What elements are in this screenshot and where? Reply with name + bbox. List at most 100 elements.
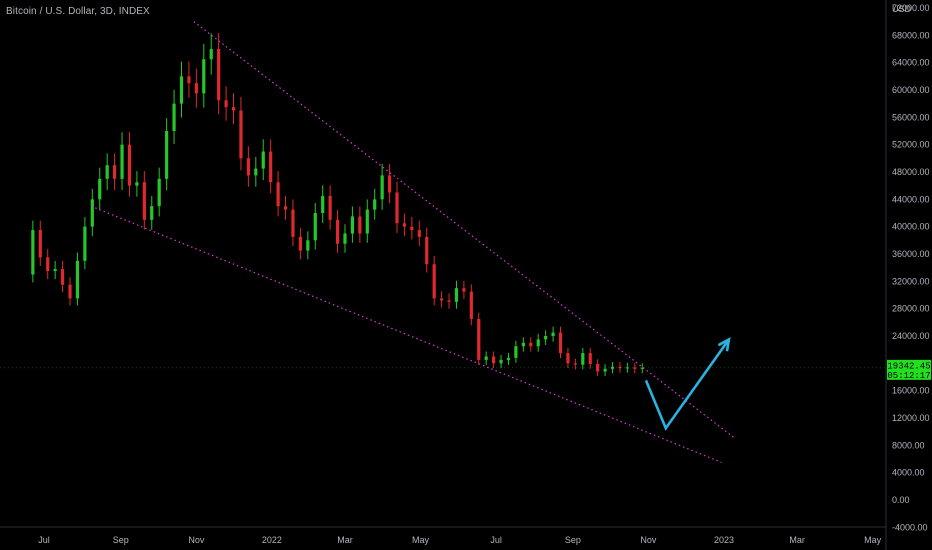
candle-up	[581, 353, 585, 365]
candle-up	[551, 332, 555, 336]
candle-down	[194, 83, 198, 94]
candle-up	[254, 168, 258, 176]
candle-up	[150, 206, 154, 220]
y-tick-label: -4000.00	[892, 522, 928, 532]
y-tick-label: 32000.00	[892, 276, 930, 286]
wedge-trendline[interactable]	[193, 21, 736, 439]
countdown-label: 05:12:17	[887, 371, 930, 381]
candle-up	[90, 199, 94, 227]
y-tick-label: 36000.00	[892, 249, 930, 259]
candle-down	[477, 318, 481, 360]
time-axis[interactable]: Jul Sep Nov 2022 Mar May Jul Sep Nov 2023 Mar May	[38, 535, 881, 545]
candle-up	[98, 178, 102, 200]
y-tick-label: 40000.00	[892, 222, 930, 232]
annotations-group	[90, 21, 736, 463]
candle-up	[75, 260, 80, 299]
x-tick-label: May	[864, 535, 882, 545]
candle-up	[603, 368, 607, 372]
candle-down	[335, 219, 340, 244]
candle-down	[60, 269, 65, 285]
y-tick-label: 68000.00	[892, 30, 930, 40]
candle-down	[492, 356, 496, 364]
candle-up	[120, 144, 124, 179]
candle-down	[68, 284, 72, 299]
y-tick-label: 24000.00	[892, 331, 930, 341]
y-tick-label: 48000.00	[892, 167, 930, 177]
candle-down	[46, 257, 50, 272]
x-tick-label: Nov	[188, 535, 205, 545]
candle-down	[462, 288, 466, 292]
y-tick-label: 8000.00	[892, 440, 925, 450]
y-tick-label: 4000.00	[892, 468, 925, 478]
candle-up	[135, 182, 139, 186]
x-tick-label: Mar	[789, 535, 805, 545]
y-tick-label: 16000.00	[892, 386, 930, 396]
candle-up	[365, 209, 369, 234]
last-price-label: 19342.45	[887, 361, 930, 371]
candle-up	[321, 195, 325, 213]
candle-up	[380, 175, 384, 200]
candle-up	[536, 339, 540, 347]
x-tick-label: Nov	[640, 535, 657, 545]
currency-label: USD	[892, 4, 912, 14]
projection-arrowhead	[717, 336, 731, 352]
candle-down	[246, 158, 250, 176]
x-tick-label: Sep	[565, 535, 581, 545]
y-tick-label: 60000.00	[892, 85, 930, 95]
candle-down	[328, 195, 332, 220]
candle-up	[499, 359, 503, 364]
candle-down	[113, 165, 117, 179]
candle-down	[224, 100, 228, 108]
candle-down	[269, 151, 273, 183]
candle-down	[417, 230, 421, 237]
candle-up	[514, 346, 518, 358]
y-tick-label: 0.00	[892, 495, 910, 505]
projection-path[interactable]	[644, 338, 731, 431]
candle-down	[187, 76, 191, 84]
candle-down	[596, 364, 600, 372]
candle-down	[38, 230, 42, 258]
candle-up	[53, 269, 57, 272]
candle-up	[172, 103, 176, 131]
candle-down	[566, 353, 570, 364]
candle-down	[447, 300, 451, 302]
candle-down	[425, 236, 429, 265]
candle-down	[439, 298, 444, 301]
candle-up	[506, 357, 511, 360]
candle-up	[31, 230, 35, 275]
y-tick-label: 56000.00	[892, 112, 930, 122]
candle-down	[276, 182, 280, 207]
candle-down	[469, 291, 473, 319]
candle-down	[633, 367, 637, 369]
candle-down	[298, 236, 302, 251]
x-tick-label: May	[412, 535, 430, 545]
candle-up	[484, 356, 488, 360]
y-tick-label: 72000.00	[892, 3, 930, 13]
candle-down	[618, 366, 622, 369]
candle-down	[291, 209, 295, 237]
y-tick-label: 52000.00	[892, 140, 930, 150]
candle-down	[529, 342, 533, 347]
candle-up	[202, 59, 206, 94]
x-tick-label: Mar	[337, 535, 353, 545]
candle-down	[432, 264, 436, 299]
x-tick-label: Sep	[113, 535, 129, 545]
candle-down	[395, 192, 399, 224]
candle-up	[640, 367, 644, 369]
candle-down	[387, 175, 392, 193]
candle-down	[283, 206, 288, 210]
candle-down	[358, 216, 362, 234]
candle-down	[558, 332, 563, 354]
y-tick-label: 64000.00	[892, 58, 930, 68]
candle-up	[209, 49, 213, 60]
candle-up	[83, 226, 87, 261]
candle-down	[231, 107, 236, 111]
candle-up	[306, 240, 310, 251]
x-tick-label: Jul	[490, 535, 502, 545]
candle-up	[157, 178, 161, 207]
wedge-trendline[interactable]	[90, 205, 722, 463]
